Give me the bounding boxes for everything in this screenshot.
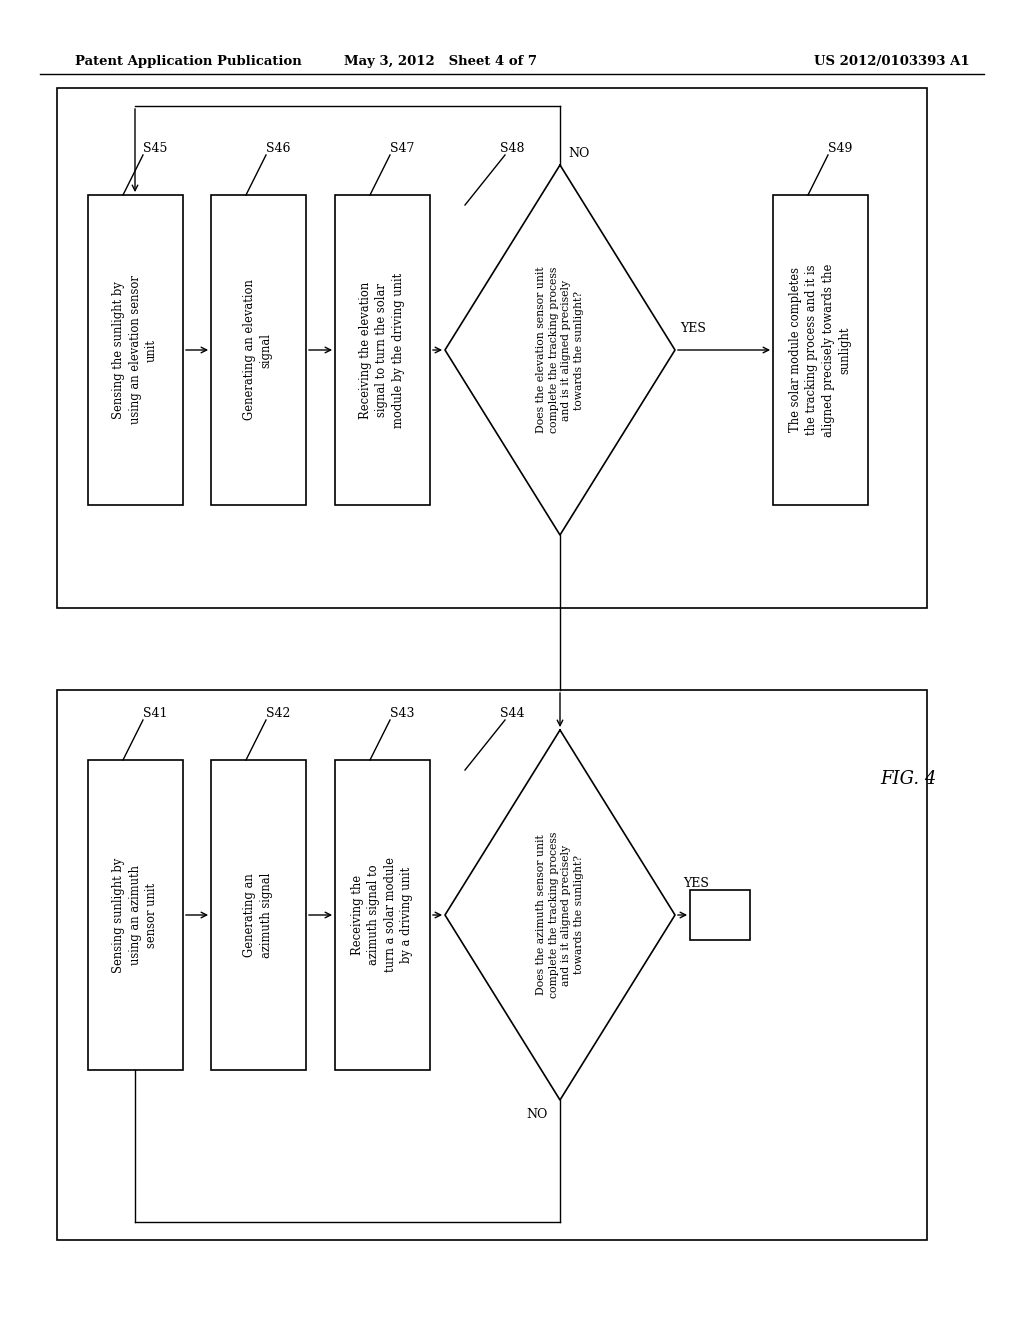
Text: The solar module completes
the tracking process and it is
aligned precisely towa: The solar module completes the tracking … bbox=[788, 263, 851, 437]
Text: Does the elevation sensor unit
complete the tracking process
and is it aligned p: Does the elevation sensor unit complete … bbox=[536, 267, 585, 433]
Text: S43: S43 bbox=[390, 708, 415, 719]
Text: YES: YES bbox=[683, 876, 709, 890]
Text: S49: S49 bbox=[828, 143, 852, 154]
Text: Sensing sunlight by
using an azimuth
sensor unit: Sensing sunlight by using an azimuth sen… bbox=[112, 858, 158, 973]
Bar bbox=[88, 760, 183, 1071]
Text: Receiving the
azimuth signal to
turn a solar module
by a driving unit: Receiving the azimuth signal to turn a s… bbox=[351, 858, 414, 973]
Bar bbox=[335, 195, 430, 506]
Text: S42: S42 bbox=[266, 708, 291, 719]
Text: FIG. 4: FIG. 4 bbox=[880, 770, 936, 788]
Text: S46: S46 bbox=[266, 143, 291, 154]
Text: Does the azimuth sensor unit
complete the tracking process
and is it aligned pre: Does the azimuth sensor unit complete th… bbox=[536, 832, 585, 998]
Bar bbox=[690, 890, 750, 940]
Text: S41: S41 bbox=[143, 708, 168, 719]
Text: NO: NO bbox=[568, 147, 590, 160]
Bar bbox=[88, 195, 183, 506]
Bar bbox=[335, 760, 430, 1071]
Text: Generating an
azimuth signal: Generating an azimuth signal bbox=[244, 873, 272, 958]
Text: May 3, 2012   Sheet 4 of 7: May 3, 2012 Sheet 4 of 7 bbox=[343, 55, 537, 69]
Bar bbox=[211, 760, 306, 1071]
Text: Receiving the elevation
signal to turn the solar
module by the driving unit: Receiving the elevation signal to turn t… bbox=[359, 272, 406, 428]
Text: YES: YES bbox=[680, 322, 706, 335]
Text: S48: S48 bbox=[500, 143, 524, 154]
Bar bbox=[57, 88, 927, 609]
Text: S44: S44 bbox=[500, 708, 524, 719]
Text: NO: NO bbox=[526, 1107, 548, 1121]
Text: S47: S47 bbox=[390, 143, 415, 154]
Text: US 2012/0103393 A1: US 2012/0103393 A1 bbox=[814, 55, 970, 69]
Bar bbox=[57, 690, 927, 1239]
Text: S45: S45 bbox=[143, 143, 167, 154]
Text: Patent Application Publication: Patent Application Publication bbox=[75, 55, 302, 69]
Bar bbox=[211, 195, 306, 506]
Text: Sensing the sunlight by
using an elevation sensor
unit: Sensing the sunlight by using an elevati… bbox=[112, 276, 158, 425]
Bar bbox=[773, 195, 868, 506]
Text: Generating an elevation
signal: Generating an elevation signal bbox=[244, 280, 272, 421]
